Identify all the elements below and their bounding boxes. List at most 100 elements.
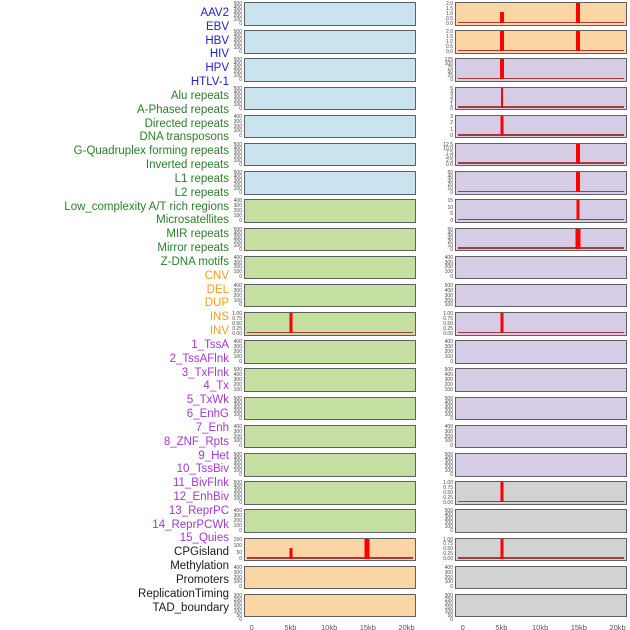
plot-row: 400 300 200 100 0	[222, 423, 416, 449]
y-tick-label: 100	[233, 45, 242, 52]
plot-box-3_TxFlnk	[455, 114, 627, 139]
y-tick-label: 0	[239, 49, 242, 56]
y-tick-label: 0.0	[446, 48, 453, 55]
y-tick-labels: 2.0 1.5 1.0 0.5 0.0	[433, 1, 455, 27]
y-tick-label: 400	[233, 372, 242, 379]
feature-label-9: DNA transposons	[139, 131, 230, 144]
plot-box-6_EnhG	[455, 199, 627, 223]
y-tick-label: 0.25	[443, 494, 453, 501]
y-tick-label: 0.50	[443, 546, 453, 553]
y-tick-labels: 50 40 30 20 10 0	[433, 171, 455, 197]
y-tick-label: 200	[444, 349, 453, 355]
y-tick-label: 0.00	[443, 556, 453, 563]
y-tick-label: 100	[444, 269, 453, 276]
y-tick-label: 0	[450, 274, 453, 281]
plot-row: 500 400 300 200 100 0	[433, 452, 627, 478]
feature-labels: AAV2 EBV HBV HIV HPV HTLV-1 Alu repeats A-Phase…	[0, 7, 229, 615]
plot-row: 50 40 30 20 10 0	[433, 226, 627, 253]
y-tick-label: 0	[239, 133, 242, 140]
y-tick-label: 200	[233, 41, 242, 48]
plot-box-HBV	[244, 58, 416, 82]
y-tick-label: 300	[444, 569, 453, 576]
y-tick-labels: 300 250 200 150 100 50 0	[222, 593, 244, 622]
y-tick-label: 200	[233, 123, 242, 130]
plot-box-1_TssA	[455, 58, 627, 82]
y-tick-label: 50	[447, 69, 453, 76]
y-tick-labels: 400 300 200 100 0	[222, 423, 244, 449]
y-tick-label: 0.00	[443, 330, 453, 337]
y-tick-label: 1.5	[446, 34, 453, 41]
signal-spike	[575, 228, 581, 249]
y-tick-label: 0	[450, 105, 453, 112]
y-tick-label: 50	[447, 226, 453, 233]
signal-baseline	[458, 21, 624, 23]
feature-label-35: 12_EnhBiv	[173, 490, 229, 503]
y-tick-label: 100	[233, 523, 242, 529]
y-tick-label: 200	[233, 153, 242, 160]
y-tick-label: 400	[233, 254, 242, 261]
y-tick-label: 0	[450, 415, 453, 422]
feature-label-8: Directed repeats	[144, 117, 229, 130]
y-tick-label: 500	[233, 226, 242, 233]
y-tick-label: 0	[450, 528, 453, 535]
y-tick-label: 25	[447, 73, 453, 80]
plot-box-A-Phased repeats	[244, 199, 416, 223]
feature-label-31: 8_ZNF_Rpts	[163, 435, 229, 448]
y-tick-label: 500	[444, 395, 453, 402]
y-tick-label: 500	[233, 85, 242, 92]
plot-row: 12.5 10.0 7.5 5.0 2.5 0.0	[433, 142, 627, 167]
plot-row: 1.00 0.75 0.50 0.25 0.00	[222, 312, 416, 336]
y-tick-label: 300	[444, 344, 453, 351]
y-tick-labels: 500 400 300 200 100	[222, 367, 244, 393]
y-tick-label: 400	[444, 456, 453, 462]
plot-box-2_TssAFlnk	[455, 86, 627, 111]
plot-row: 400 300 200 100 0	[222, 564, 416, 590]
y-tick-label: 300	[233, 259, 242, 266]
y-tick-label: 0.75	[232, 315, 242, 322]
plot-row: 500 400 300 200 100 0	[222, 141, 416, 167]
x-tick-label: 10kb	[531, 623, 549, 630]
y-tick-label: 400	[233, 339, 242, 346]
y-tick-label: 400	[233, 564, 242, 571]
y-tick-label: 10	[447, 242, 453, 249]
y-tick-label: 2.0	[446, 1, 453, 7]
y-tick-label: 0	[450, 246, 453, 253]
plot-row: 400 300 200 100 0	[222, 340, 416, 364]
y-tick-label: 500	[444, 452, 453, 458]
y-tick-label: 500	[233, 367, 242, 374]
feature-label-14: Low_complexity A/T rich regions	[64, 200, 229, 213]
y-tick-label: 0	[450, 616, 453, 623]
y-tick-label: 100	[444, 411, 453, 418]
y-tick-label: 0.25	[443, 551, 453, 558]
y-tick-label: 0	[239, 77, 242, 84]
y-tick-label: 200	[444, 264, 453, 271]
y-tick-label: 300	[444, 292, 453, 299]
y-tick-labels: 400 300 200 100 0	[222, 254, 244, 280]
plot-row: 400 300 200 100 0	[222, 199, 416, 223]
plot-box-Inverted repeats	[244, 312, 416, 336]
y-tick-label: 400	[233, 423, 242, 430]
plot-row: 400 300 200 100 0	[433, 565, 627, 590]
y-tick-label: 500	[233, 141, 242, 148]
y-tick-label: 400	[233, 282, 242, 289]
y-tick-label: 200	[444, 382, 453, 389]
y-tick-label: 100	[233, 438, 242, 445]
signal-spike	[499, 31, 504, 52]
signal-baseline	[458, 134, 624, 136]
y-tick-label: 400	[444, 399, 453, 406]
plot-box-DUP	[244, 593, 416, 618]
plot-row: 400 300 200 100 0	[433, 255, 627, 281]
y-tick-label: 300	[233, 569, 242, 576]
plot-box-12_EnhBiv	[455, 368, 627, 392]
signal-baseline	[458, 49, 624, 52]
plot-box-G-Quadruplex forming repeats	[244, 283, 416, 308]
y-tick-label: 0	[450, 190, 453, 197]
feature-label-34: 11_BivFlnk	[172, 477, 229, 490]
y-tick-labels: 500 400 300 200 100 0	[222, 171, 244, 196]
y-tick-label: 100	[233, 157, 242, 164]
y-tick-label: 0	[450, 472, 453, 478]
signal-spike	[576, 143, 581, 164]
y-tick-label: 200	[233, 69, 242, 76]
y-tick-label: 400	[233, 33, 242, 40]
